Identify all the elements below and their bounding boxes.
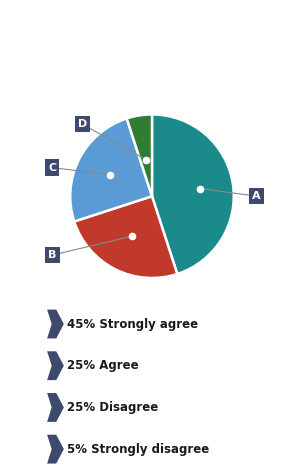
Wedge shape [74, 196, 177, 278]
Text: 5% Strongly disagree: 5% Strongly disagree [67, 443, 209, 455]
Wedge shape [70, 118, 152, 221]
Text: A pie chart showing the % of each
response to ‘Mobile phones should
be allowed i: A pie chart showing the % of each respon… [12, 19, 264, 67]
Text: A: A [21, 318, 30, 330]
Text: A: A [252, 191, 261, 201]
Text: 45% Strongly agree: 45% Strongly agree [67, 318, 198, 330]
Text: D: D [78, 119, 87, 129]
Text: 25% Agree: 25% Agree [67, 359, 139, 372]
Text: C: C [22, 401, 30, 414]
Wedge shape [152, 114, 234, 274]
Text: B: B [21, 359, 30, 372]
Text: 25% Disagree: 25% Disagree [67, 401, 158, 414]
Text: C: C [48, 163, 56, 172]
Text: D: D [21, 443, 31, 455]
Wedge shape [127, 114, 152, 196]
Text: B: B [48, 250, 57, 260]
